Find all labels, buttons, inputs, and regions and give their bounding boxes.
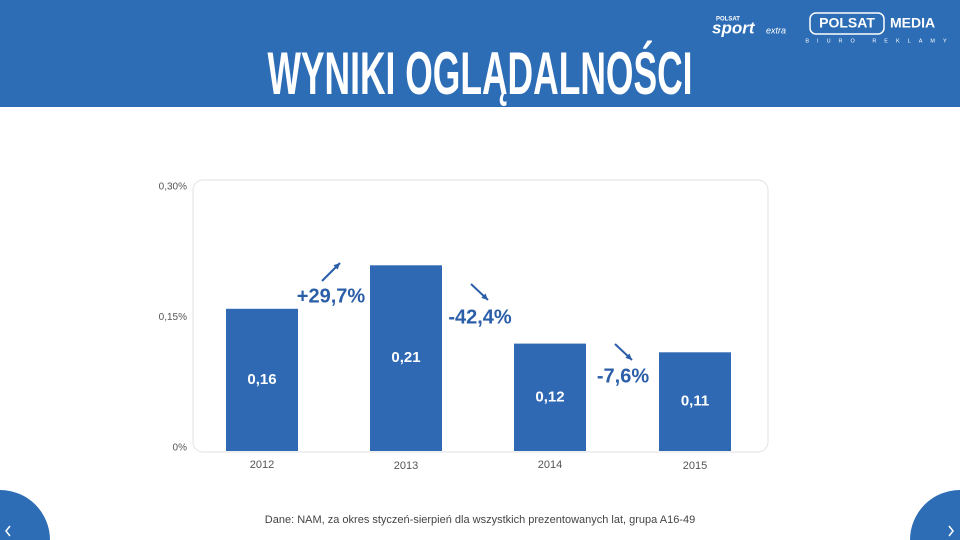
nav-corner-right [910, 490, 960, 540]
title: WYNIKI OGLĄDALNOŚCI [268, 40, 693, 107]
x-tick-label: 2015 [683, 460, 707, 472]
value-label: 0,12 [535, 388, 564, 405]
change-annotation: -7,6% [597, 365, 649, 387]
y-tick-label: 0,30% [159, 182, 187, 193]
value-label: 0,16 [247, 371, 276, 388]
header-band [0, 0, 960, 107]
nav-corner-left [0, 490, 50, 540]
logo-media-right: MEDIA [890, 15, 935, 31]
logo-brand-suffix: extra [766, 25, 786, 35]
change-annotation: +29,7% [297, 285, 366, 307]
prev-button[interactable] [5, 525, 11, 537]
y-tick-label: 0% [173, 443, 188, 454]
logo-brand: sport [712, 18, 756, 37]
value-label: 0,11 [681, 393, 709, 410]
x-tick-label: 2013 [394, 460, 418, 472]
y-tick-label: 0,15% [159, 312, 187, 323]
logo-media-left: POLSAT [819, 15, 875, 31]
bar [659, 352, 731, 451]
trend-arrow-head [481, 293, 488, 300]
logo-box [809, 12, 885, 35]
trend-arrow-head [333, 263, 340, 270]
bar [514, 343, 586, 451]
logo-brand-small: POLSAT [716, 17, 740, 23]
bar [370, 265, 442, 451]
plot-frame [192, 179, 769, 453]
logo-media-sub: BIURO REKLAMY [805, 38, 954, 44]
trend-arrow-head [625, 353, 632, 360]
source-note: Dane: NAM, za okres styczeń-sierpień dla… [265, 514, 695, 526]
bar [226, 308, 298, 451]
value-label: 0,21 [391, 349, 420, 366]
change-annotation: -42,4% [448, 306, 512, 328]
x-tick-label: 2012 [250, 459, 274, 471]
x-tick-label: 2014 [538, 459, 562, 471]
next-button[interactable] [948, 525, 954, 537]
